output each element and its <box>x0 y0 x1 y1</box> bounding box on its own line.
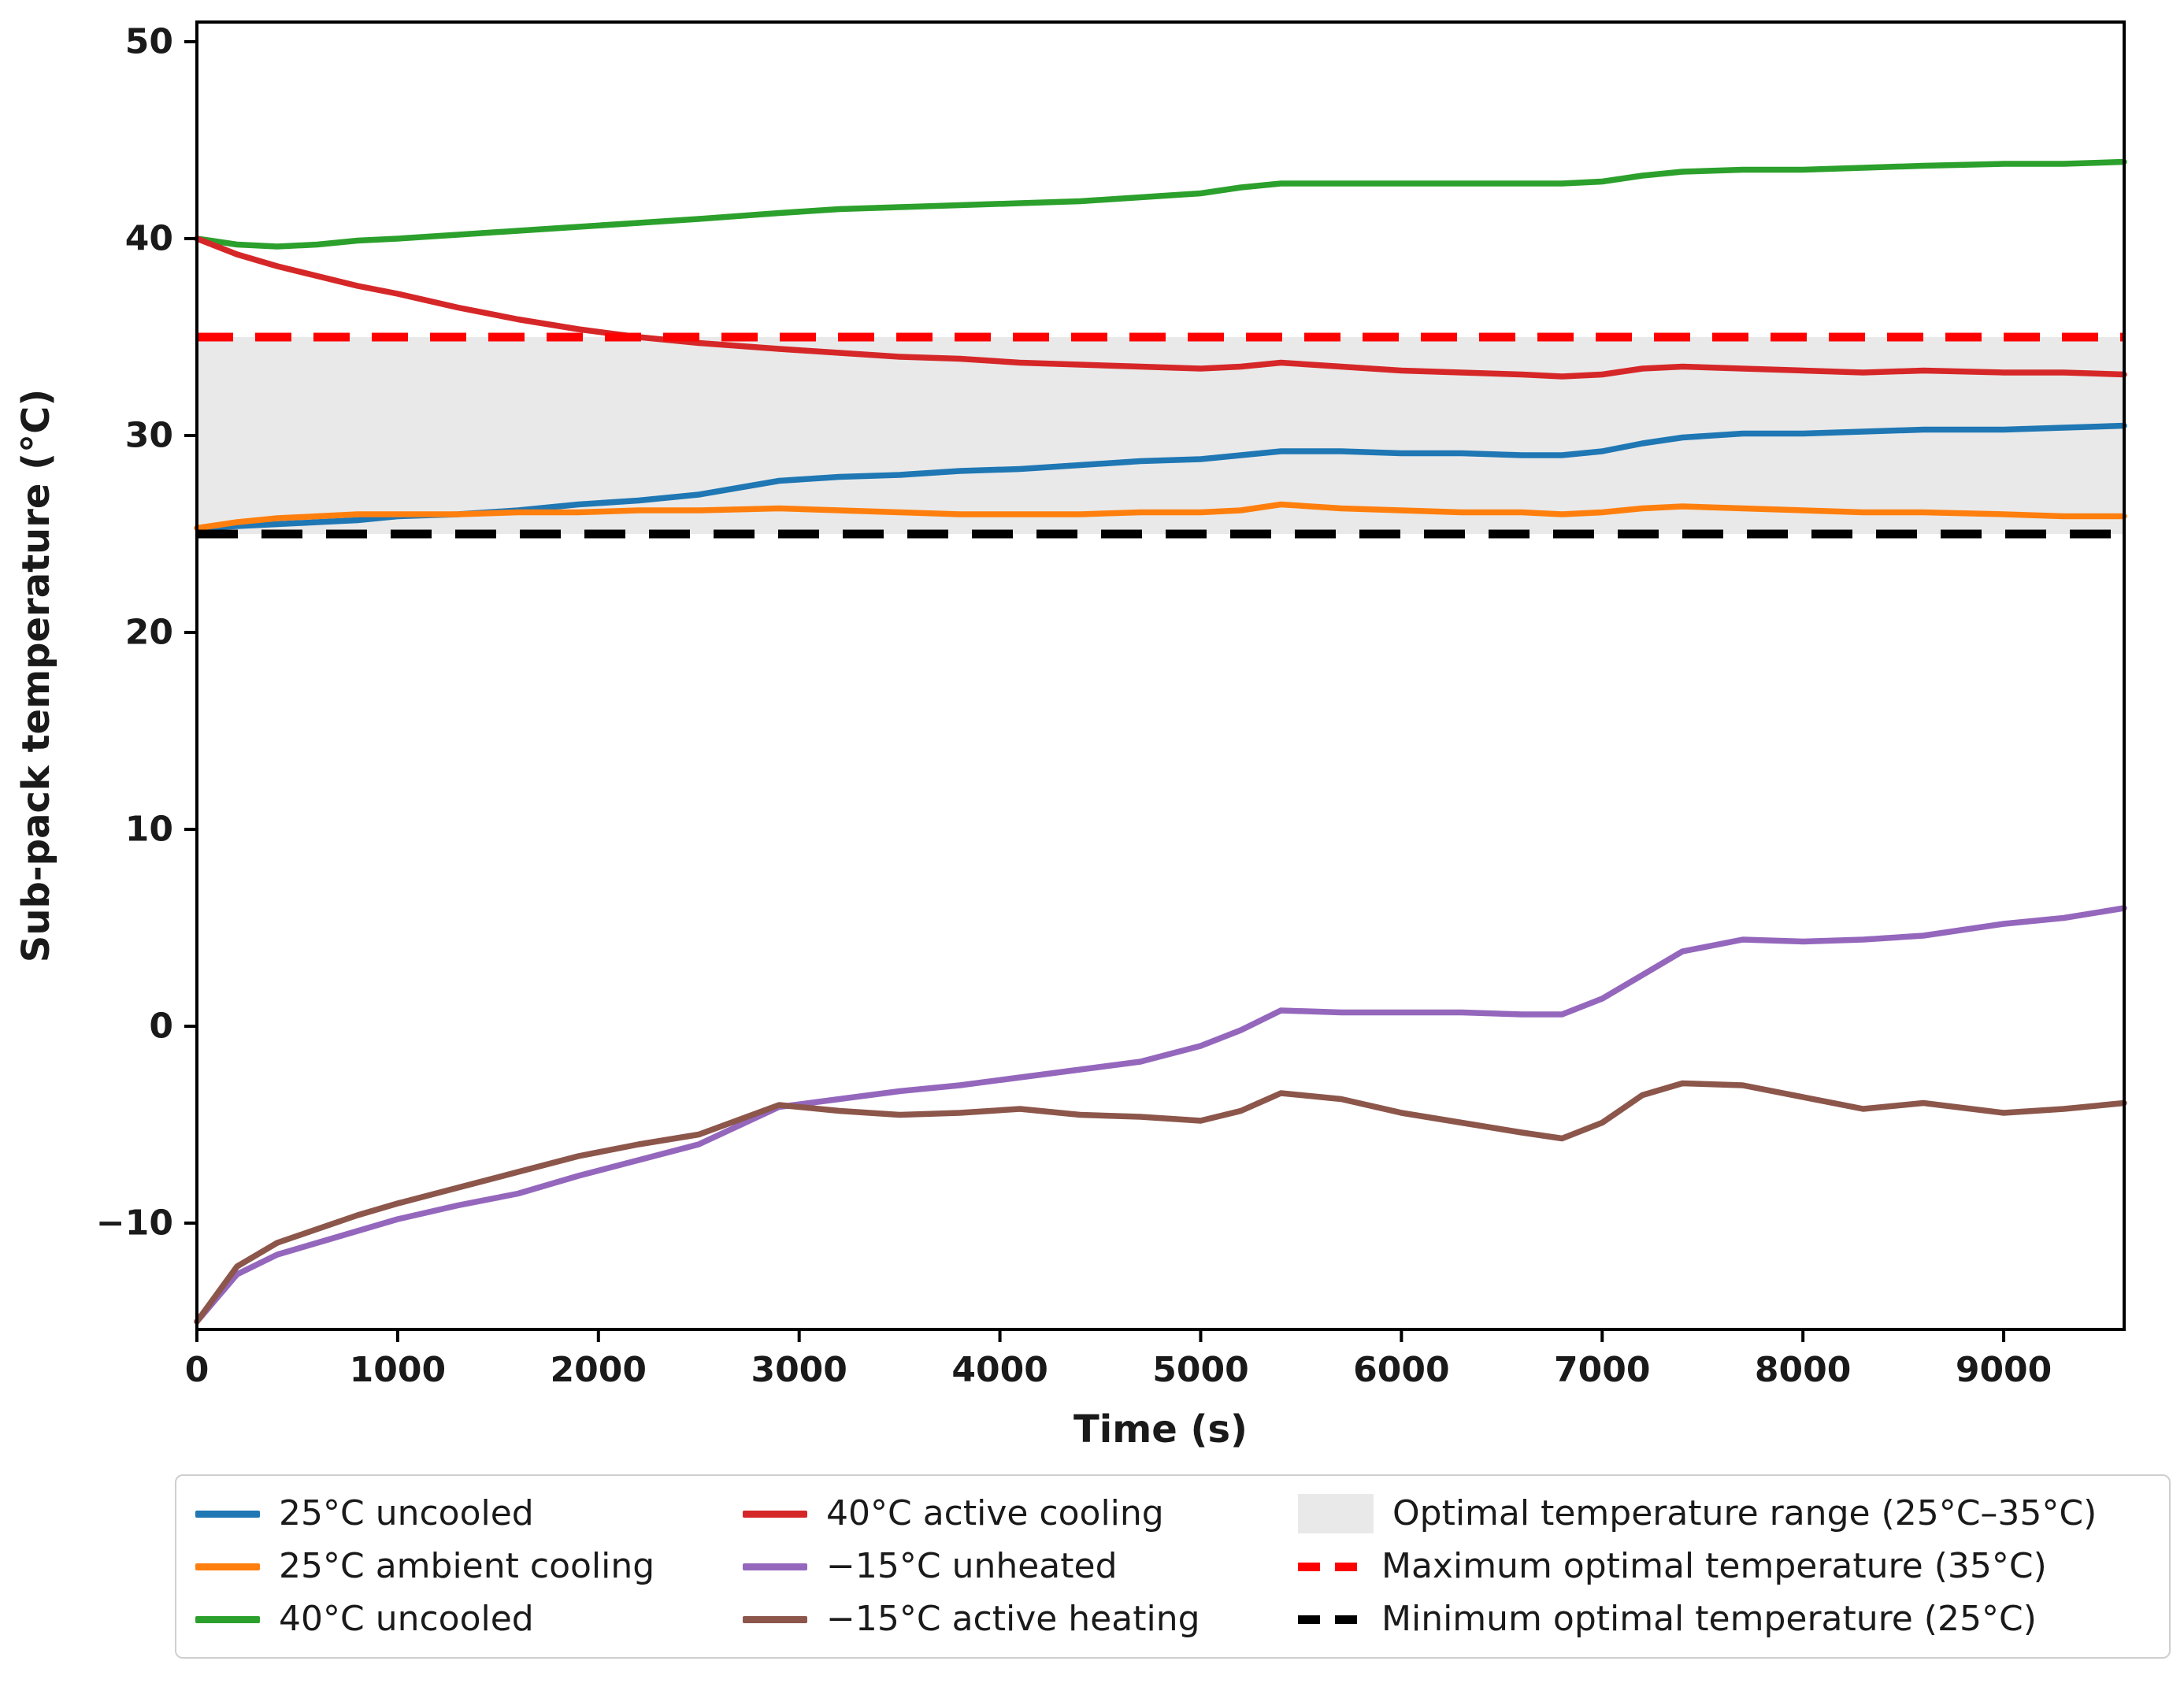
legend-column: 40°C active cooling −15°C unheated −15°C a… <box>743 1488 1298 1646</box>
x-tick-label: 2000 <box>551 1350 647 1390</box>
band-swatch-icon <box>1298 1494 1374 1533</box>
x-tick-label: 7000 <box>1554 1350 1650 1390</box>
legend-item-label: 25°C ambient cooling <box>279 1545 655 1586</box>
legend-column: 25°C uncooled 25°C ambient cooling 40°C un… <box>195 1488 743 1646</box>
legend-item-label: 40°C active cooling <box>826 1492 1164 1533</box>
x-axis-label: Time (s) <box>1073 1407 1248 1452</box>
line-swatch-icon <box>743 1563 807 1570</box>
legend-item-max-optimal-temp: Maximum optimal temperature (35°C) <box>1298 1541 2161 1593</box>
legend-item-label: −15°C active heating <box>826 1598 1200 1639</box>
series-line-1 <box>194 501 2127 532</box>
y-tick-label: 50 <box>125 22 173 62</box>
y-axis-label: Sub-pack temperature (°C) <box>14 389 58 963</box>
line-swatch-icon <box>743 1510 807 1518</box>
legend-item-label: 25°C uncooled <box>279 1492 534 1533</box>
chart-legend: 25°C uncooled 25°C ambient cooling 40°C un… <box>175 1474 2171 1659</box>
legend-item-label: Maximum optimal temperature (35°C) <box>1381 1545 2047 1586</box>
y-tick-label: 40 <box>125 219 173 259</box>
x-tick-label: 9000 <box>1956 1350 2052 1390</box>
legend-item-25c-ambient-cooling: 25°C ambient cooling <box>195 1541 743 1593</box>
x-tick-label: 6000 <box>1353 1350 1449 1390</box>
y-tick-label: 10 <box>125 810 173 850</box>
line-swatch-icon <box>195 1510 260 1518</box>
dashed-line-swatch-icon <box>1298 1615 1363 1624</box>
x-tick-label: 0 <box>185 1350 210 1390</box>
y-tick-label: 0 <box>149 1007 173 1047</box>
legend-item-25c-uncooled: 25°C uncooled <box>195 1488 743 1541</box>
legend-item-40c-active-cooling: 40°C active cooling <box>743 1488 1298 1541</box>
line-swatch-icon <box>195 1615 260 1623</box>
legend-item-label: −15°C unheated <box>826 1545 1118 1586</box>
legend-item-minus15c-unheated: −15°C unheated <box>743 1541 1298 1593</box>
line-swatch-icon <box>195 1563 260 1570</box>
y-tick-label: 30 <box>125 416 173 456</box>
series-line-3 <box>194 235 2127 380</box>
x-tick-label: 4000 <box>951 1350 1048 1390</box>
legend-item-label: 40°C uncooled <box>279 1598 534 1639</box>
x-tick-label: 5000 <box>1152 1350 1248 1390</box>
series-line-2 <box>194 158 2127 250</box>
legend-column: Optimal temperature range (25°C–35°C) Max… <box>1298 1488 2161 1646</box>
axes-spines <box>195 20 2126 1331</box>
line-swatch-icon <box>743 1615 807 1623</box>
x-tick-label: 8000 <box>1755 1350 1851 1390</box>
legend-item-label: Minimum optimal temperature (25°C) <box>1381 1598 2037 1639</box>
legend-item-40c-uncooled: 40°C uncooled <box>195 1593 743 1646</box>
dashed-line-swatch-icon <box>1298 1562 1363 1571</box>
legend-item-label: Optimal temperature range (25°C–35°C) <box>1392 1492 2097 1533</box>
x-tick-label: 1000 <box>350 1350 446 1390</box>
series-line-5 <box>194 1080 2127 1325</box>
legend-item-optimal-range: Optimal temperature range (25°C–35°C) <box>1298 1488 2161 1541</box>
x-tick-label: 3000 <box>751 1350 847 1390</box>
legend-item-min-optimal-temp: Minimum optimal temperature (25°C) <box>1298 1593 2161 1646</box>
legend-item-minus15c-active-heating: −15°C active heating <box>743 1593 1298 1646</box>
series-line-4 <box>194 905 2127 1325</box>
y-tick-label: −10 <box>96 1203 173 1244</box>
y-tick-label: 20 <box>125 613 173 653</box>
